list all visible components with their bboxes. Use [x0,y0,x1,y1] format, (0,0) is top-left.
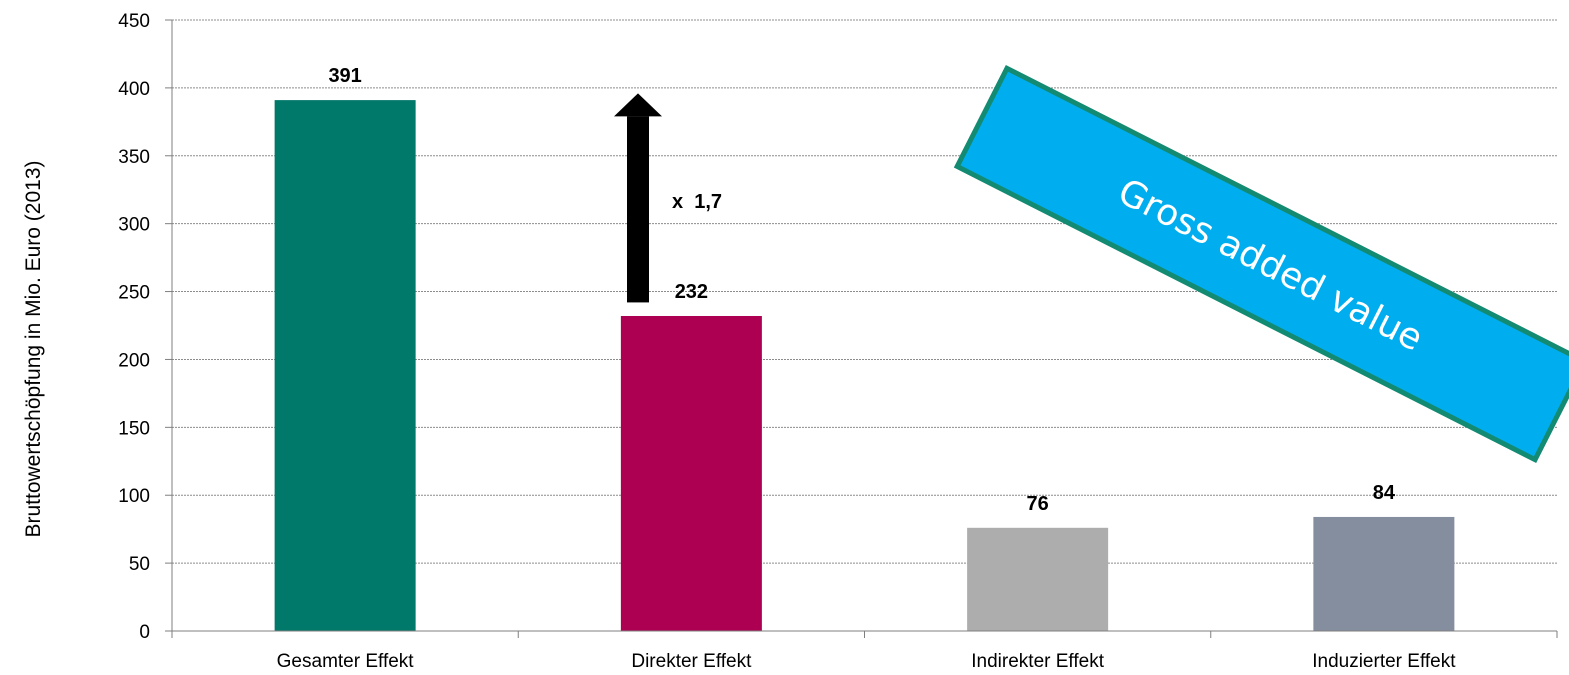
y-tick-label: 400 [118,79,150,100]
bar-induzierter-effekt [1313,516,1455,631]
y-tick-label: 150 [118,418,150,439]
y-tick-label: 100 [118,486,150,507]
multiplier-label: x 1,7 [672,191,722,213]
arrow-shaft [627,116,649,303]
y-tick-label: 300 [118,215,150,236]
y-tick-label: 250 [118,283,150,304]
y-axis-ticks: 0 50 100 150 200 250 300 350 400 450 [118,11,172,643]
y-tick-label: 0 [139,622,150,643]
data-label: 391 [328,65,361,87]
gross-added-value-banner: Gross added value [953,65,1569,463]
y-tick-label: 50 [129,554,150,575]
bar-gesamter-effekt [274,100,416,631]
y-tick-label: 350 [118,147,150,168]
axes [165,20,1558,638]
arrow-head-icon [614,93,662,117]
x-axis-categories: Gesamter Effekt Direkter Effekt Indirekter… [277,651,1457,672]
y-tick-label: 450 [118,11,150,32]
data-labels: 391 232 76 84 [328,65,1395,515]
data-label: 232 [675,281,708,303]
data-label: 84 [1373,482,1396,504]
bar-direkter-effekt [620,315,762,631]
x-category-label: Gesamter Effekt [277,651,415,670]
banner-background [953,65,1569,463]
multiplier-arrow [614,93,662,303]
y-tick-label: 200 [118,350,150,371]
bar-indirekter-effekt [967,527,1109,631]
y-axis-title: Bruttowertschöpfung in Mio. Euro (2013) [22,160,45,537]
bars [274,100,1455,631]
data-label: 76 [1027,493,1049,515]
x-category-label: Indirekter Effekt [971,651,1104,670]
x-category-label: Induzierter Effekt [1312,651,1456,670]
x-category-label: Direkter Effekt [631,651,752,670]
